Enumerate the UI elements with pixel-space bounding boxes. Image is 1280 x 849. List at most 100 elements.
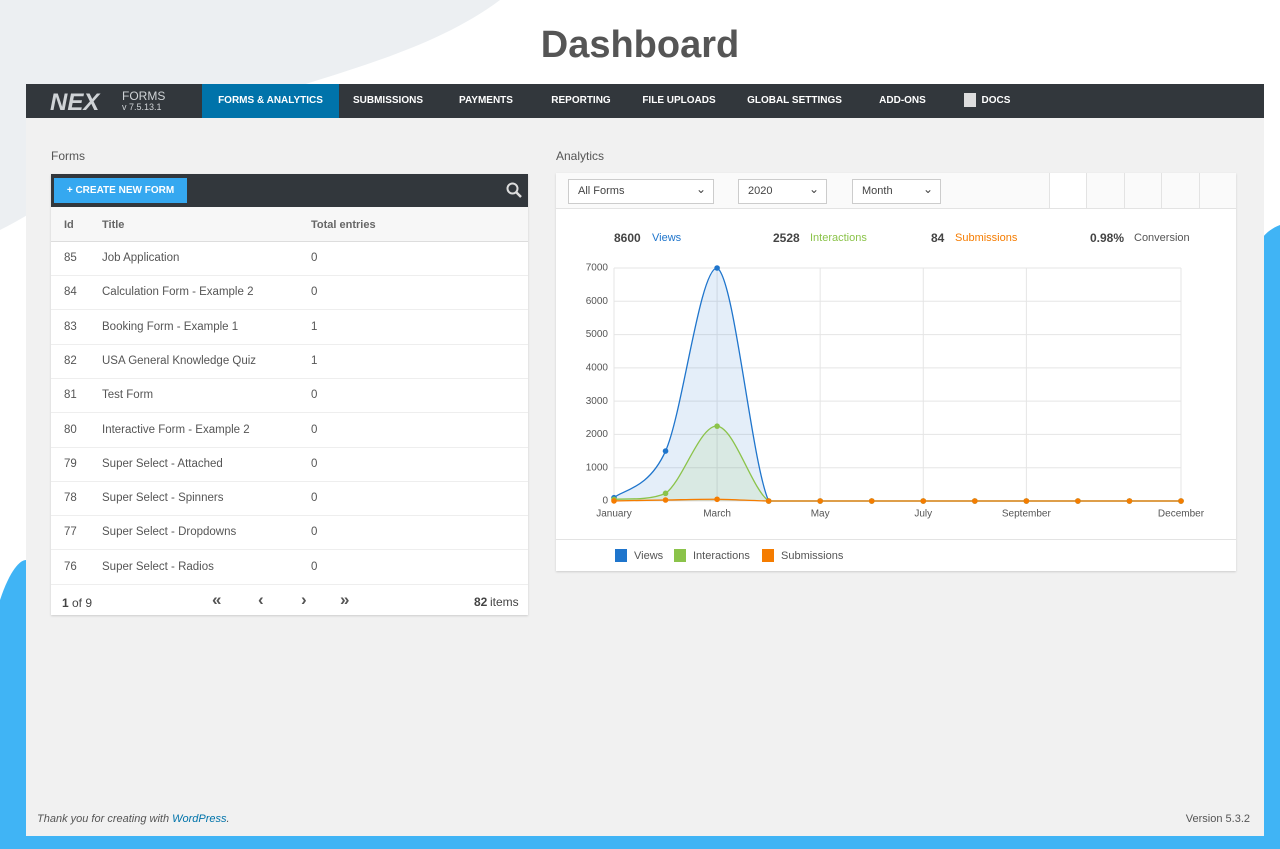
legend-label: Submissions xyxy=(781,550,844,562)
docs-icon xyxy=(963,93,976,108)
stat-value: 2528 xyxy=(773,231,800,245)
form-title[interactable]: Interactive Form - Example 2 xyxy=(102,423,250,436)
form-id: 85 xyxy=(64,252,77,264)
nav-label: DOCS xyxy=(981,95,1011,106)
form-title[interactable]: Calculation Form - Example 2 xyxy=(102,286,254,299)
logo-sub: FORMS xyxy=(122,89,166,103)
data-point xyxy=(868,498,875,504)
data-point xyxy=(662,497,669,503)
x-tick-label: January xyxy=(596,509,632,520)
next-page[interactable]: › xyxy=(301,590,307,609)
item-unit: items xyxy=(490,595,519,609)
select[interactable]: All Forms ⌄ xyxy=(568,179,714,204)
nav-label: PAYMENTS xyxy=(459,95,513,106)
y-tick-label: 7000 xyxy=(586,263,609,274)
data-point xyxy=(1126,498,1133,504)
nav-bar: NEX FORMS v 7.5.13.1 FORMS & ANALYTICS SU… xyxy=(26,84,1264,118)
data-point xyxy=(662,490,669,497)
select[interactable]: Month ⌄ xyxy=(852,179,941,204)
last-page[interactable]: » xyxy=(340,590,350,609)
stat-label: Interactions xyxy=(810,232,867,244)
forms-heading: Forms xyxy=(51,149,85,163)
select-caret: ⌄ xyxy=(808,182,819,196)
form-title[interactable]: Super Select - Attached xyxy=(102,457,223,470)
chart-type-button[interactable] xyxy=(1123,173,1162,208)
nav-label: FILE UPLOADS xyxy=(642,95,716,106)
column-header: Total entries xyxy=(311,219,376,231)
nav-item[interactable]: FILE UPLOADS xyxy=(627,84,731,118)
form-title[interactable]: Super Select - Radios xyxy=(102,560,214,573)
page-number: 1 xyxy=(62,596,69,610)
legend-swatch xyxy=(762,549,774,562)
form-id: 77 xyxy=(64,526,77,539)
logo[interactable]: NEX xyxy=(50,89,100,116)
data-point xyxy=(972,498,978,504)
nav-label: GLOBAL SETTINGS xyxy=(747,95,842,106)
form-id: 79 xyxy=(64,457,77,470)
form-title[interactable]: Super Select - Spinners xyxy=(102,492,224,505)
select[interactable]: 2020 ⌄ xyxy=(738,179,827,204)
form-title[interactable]: Booking Form - Example 1 xyxy=(102,320,239,333)
table-row: 83 Booking Form - Example 1 1 xyxy=(51,310,528,345)
table-row: 84 Calculation Form - Example 2 0 xyxy=(51,275,528,311)
form-entries: 0 xyxy=(311,457,318,470)
chart: 0 1000 2000 3000 4000 5000 6000 7000 January Marc… xyxy=(586,263,1205,562)
stat-label: Conversion xyxy=(1134,232,1190,244)
form-title[interactable]: Job Application xyxy=(102,252,180,264)
select-caret: ⌄ xyxy=(695,182,706,196)
nav-item[interactable]: PAYMENTS xyxy=(437,84,535,118)
nav-item[interactable]: SUBMISSIONS xyxy=(339,84,437,118)
form-id: 83 xyxy=(64,320,77,333)
footer-thanks: Thank you for creating with xyxy=(37,813,170,825)
nav-item[interactable]: GLOBAL SETTINGS xyxy=(731,84,858,118)
search-icon[interactable] xyxy=(506,182,522,198)
select-label: Month xyxy=(862,185,893,197)
x-tick-label: September xyxy=(1002,509,1052,520)
form-title[interactable]: Super Select - Dropdowns xyxy=(102,526,237,539)
table-row: 77 Super Select - Dropdowns 0 xyxy=(51,515,528,551)
data-point xyxy=(765,498,772,504)
create-button[interactable]: + CREATE NEW FORM xyxy=(54,178,187,203)
plus-icon: + xyxy=(66,185,76,196)
nav-item[interactable]: REPORTING xyxy=(535,84,627,118)
data-point xyxy=(1023,498,1030,504)
footer-link[interactable]: WordPress xyxy=(172,813,227,825)
chart-type-button[interactable] xyxy=(1086,173,1124,208)
chart-type-button[interactable] xyxy=(1161,173,1199,208)
nav-label: SUBMISSIONS xyxy=(352,95,423,106)
prev-page[interactable]: ‹ xyxy=(258,590,264,609)
table-row: 79 Super Select - Attached 0 xyxy=(51,447,528,482)
chart-type-button[interactable] xyxy=(1049,173,1087,208)
form-title[interactable]: Test Form xyxy=(102,389,154,402)
x-tick-label: July xyxy=(914,509,932,520)
form-entries: 0 xyxy=(311,389,318,402)
form-title[interactable]: USA General Knowledge Quiz xyxy=(102,354,257,367)
y-tick-label: 2000 xyxy=(586,429,609,440)
nav-item[interactable]: ADD-ONS xyxy=(858,84,947,118)
legend-divider xyxy=(556,539,1236,540)
stat-value: 84 xyxy=(931,231,945,245)
nav-item[interactable]: FORMS & ANALYTICS xyxy=(202,84,339,118)
nav-item[interactable]: DOCS xyxy=(947,84,1027,118)
stat-value: 8600 xyxy=(614,231,641,245)
form-entries: 0 xyxy=(311,423,318,436)
data-point xyxy=(714,265,720,271)
page-title: Dashboard xyxy=(540,24,740,66)
stat-label: Views xyxy=(652,232,682,244)
y-tick-label: 5000 xyxy=(586,329,609,340)
nav-label: FORMS & ANALYTICS xyxy=(218,95,323,106)
footer-text: Thank you for creating with WordPress. xyxy=(37,813,230,825)
chart-type-button[interactable] xyxy=(1198,173,1237,208)
form-entries: 0 xyxy=(311,560,318,573)
series-line xyxy=(613,498,1181,502)
nav-label: REPORTING xyxy=(551,95,611,106)
item-count: 82 xyxy=(474,595,488,609)
data-point xyxy=(1178,498,1184,504)
first-page[interactable]: « xyxy=(212,590,222,609)
form-entries: 1 xyxy=(311,354,318,367)
column-header: Title xyxy=(102,219,125,231)
form-entries: 0 xyxy=(311,252,318,264)
table-row: 85 Job Application 0 xyxy=(51,241,528,276)
series-area xyxy=(614,426,1181,501)
